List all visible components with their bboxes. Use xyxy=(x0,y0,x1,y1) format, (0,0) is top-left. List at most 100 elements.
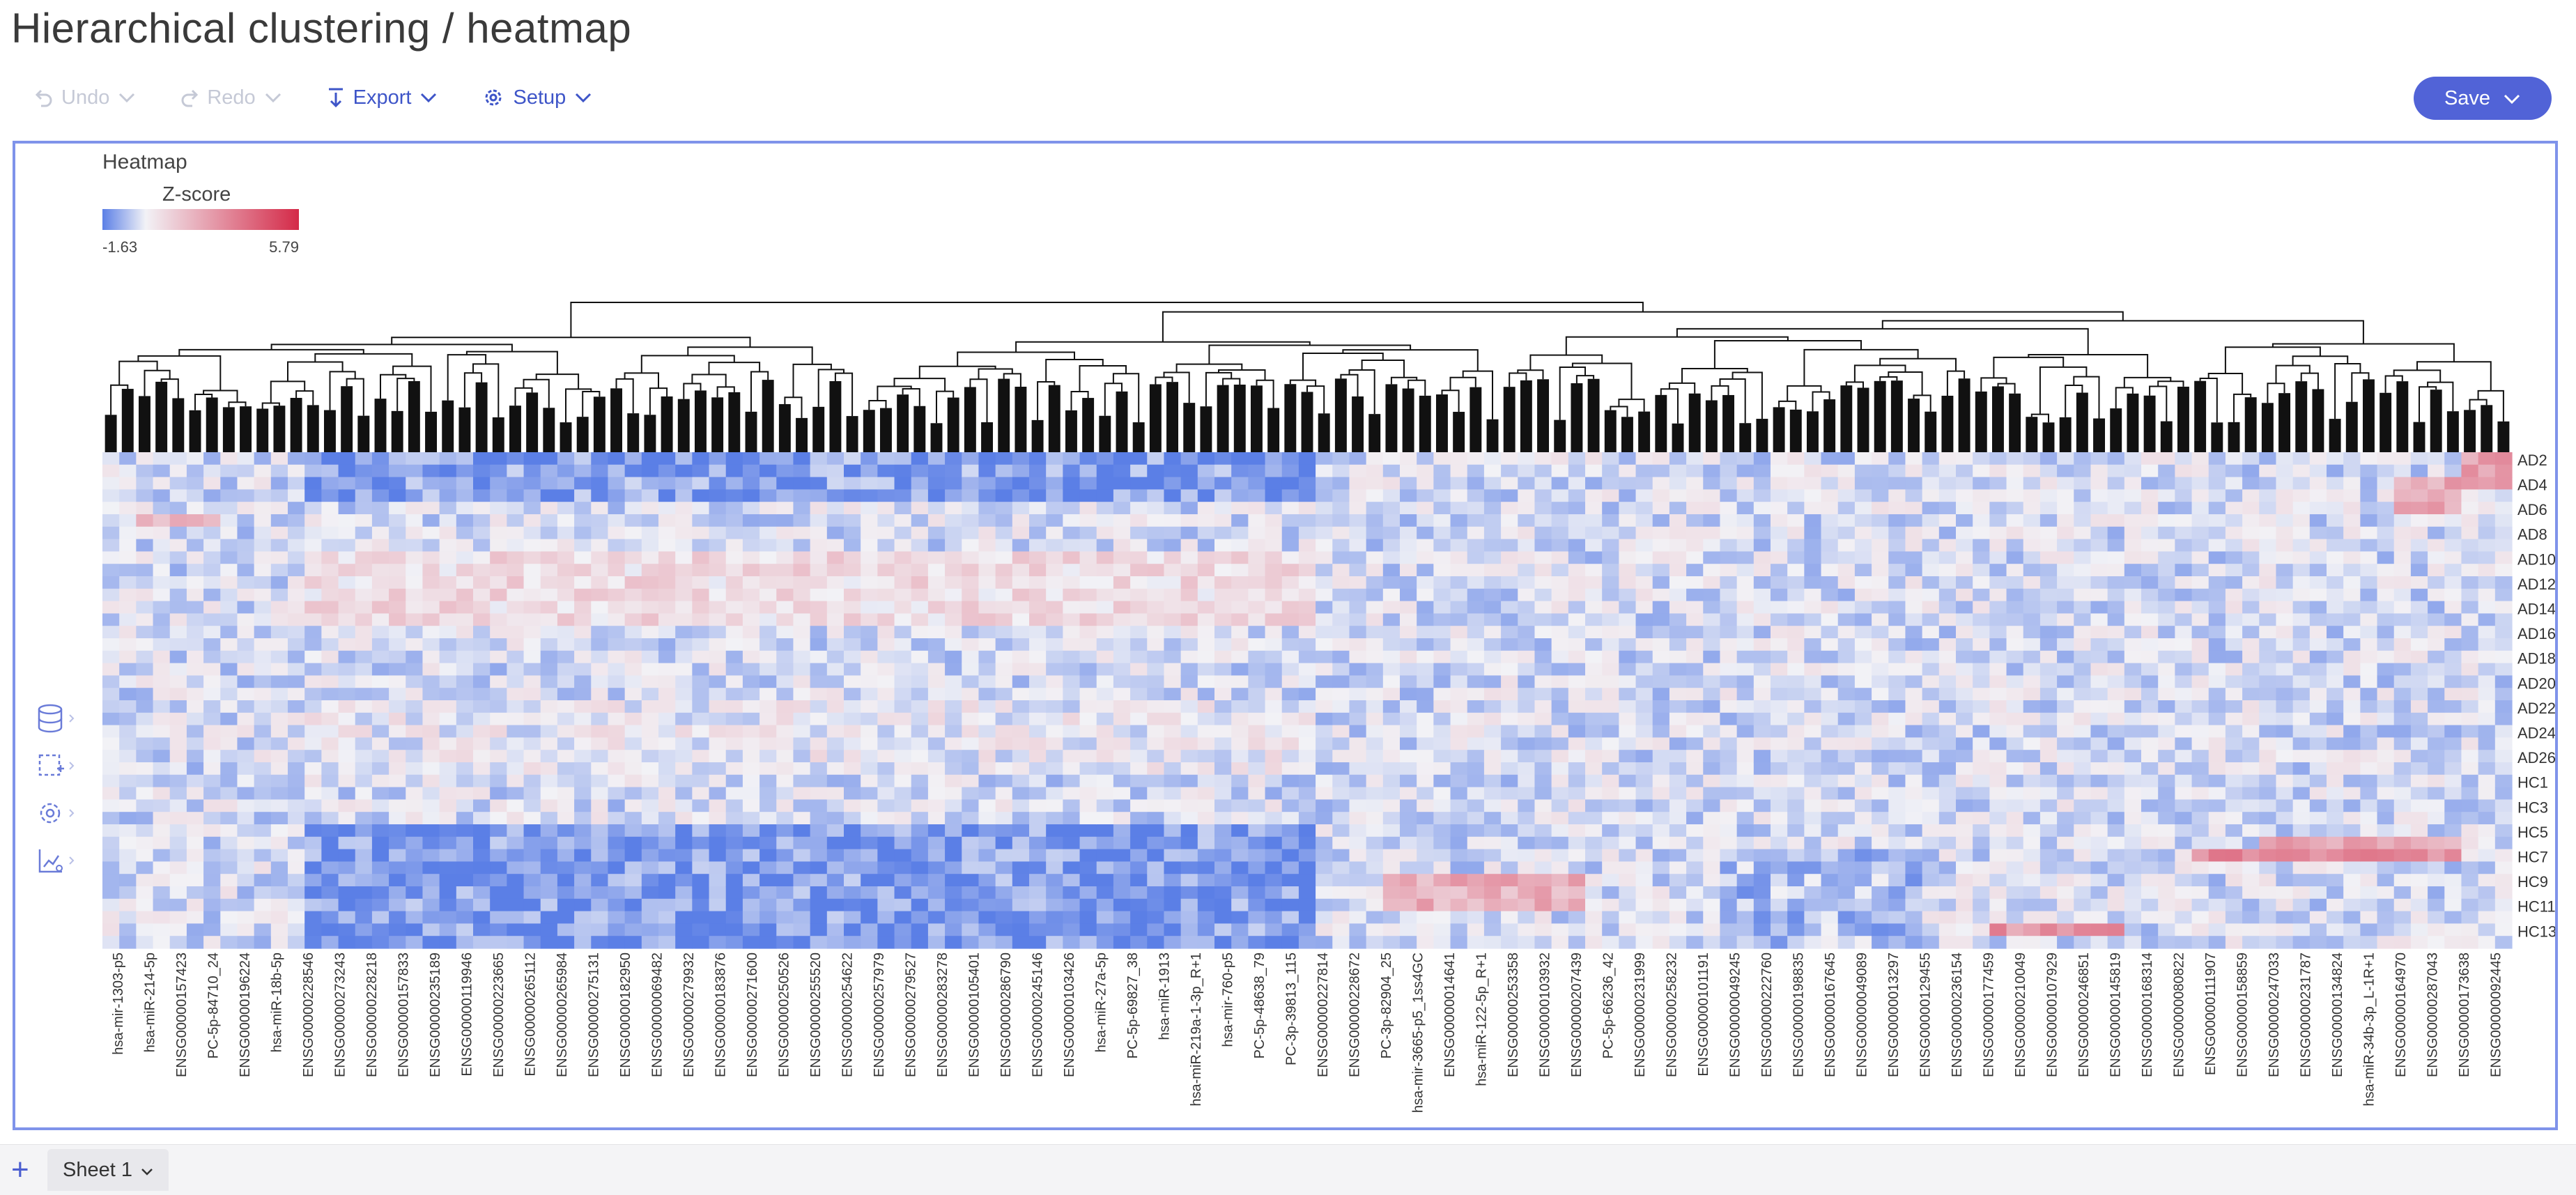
heatmap-cell[interactable] xyxy=(861,712,878,726)
heatmap-cell[interactable] xyxy=(338,539,356,552)
heatmap-cell[interactable] xyxy=(1248,638,1266,652)
heatmap-cell[interactable] xyxy=(945,787,962,800)
heatmap-cell[interactable] xyxy=(962,874,980,887)
heatmap-cell[interactable] xyxy=(406,638,424,652)
heatmap-cell[interactable] xyxy=(927,626,946,639)
heatmap-cell[interactable] xyxy=(861,774,878,788)
heatmap-cell[interactable] xyxy=(1450,539,1468,552)
heatmap-cell[interactable] xyxy=(861,464,878,478)
heatmap-cell[interactable] xyxy=(237,836,255,850)
heatmap-cell[interactable] xyxy=(371,936,390,949)
heatmap-cell[interactable] xyxy=(1821,626,1839,639)
heatmap-cell[interactable] xyxy=(1888,613,1906,626)
heatmap-cell[interactable] xyxy=(1180,849,1198,862)
heatmap-cell[interactable] xyxy=(1619,787,1637,800)
heatmap-cell[interactable] xyxy=(1989,936,2007,949)
heatmap-cell[interactable] xyxy=(1113,836,1131,850)
heatmap-cell[interactable] xyxy=(136,638,154,652)
heatmap-cell[interactable] xyxy=(844,675,861,688)
heatmap-cell[interactable] xyxy=(1652,539,1670,552)
heatmap-cell[interactable] xyxy=(877,688,895,701)
heatmap-cell[interactable] xyxy=(321,812,339,825)
heatmap-cell[interactable] xyxy=(169,526,187,540)
heatmap-cell[interactable] xyxy=(1619,626,1637,639)
heatmap-cell[interactable] xyxy=(995,539,1013,552)
heatmap-cell[interactable] xyxy=(793,799,811,812)
heatmap-cell[interactable] xyxy=(186,464,204,478)
heatmap-cell[interactable] xyxy=(338,601,356,614)
heatmap-cell[interactable] xyxy=(962,650,980,664)
heatmap-cell[interactable] xyxy=(1231,502,1249,515)
heatmap-cell[interactable] xyxy=(1922,750,1940,763)
heatmap-cell[interactable] xyxy=(1298,650,1316,664)
heatmap-cell[interactable] xyxy=(810,688,828,701)
heatmap-cell[interactable] xyxy=(288,836,305,850)
heatmap-cell[interactable] xyxy=(675,675,693,688)
heatmap-cell[interactable] xyxy=(406,477,424,490)
heatmap-cell[interactable] xyxy=(1349,812,1367,825)
heatmap-cell[interactable] xyxy=(473,688,491,701)
heatmap-cell[interactable] xyxy=(1450,799,1468,812)
heatmap-cell[interactable] xyxy=(1180,762,1198,776)
heatmap-cell[interactable] xyxy=(507,923,525,936)
heatmap-cell[interactable] xyxy=(1720,799,1738,812)
heatmap-cell[interactable] xyxy=(371,750,390,763)
heatmap-cell[interactable] xyxy=(1214,750,1232,763)
heatmap-cell[interactable] xyxy=(1753,861,1771,874)
heatmap-cell[interactable] xyxy=(995,601,1013,614)
heatmap-cell[interactable] xyxy=(1956,688,1973,701)
heatmap-cell[interactable] xyxy=(186,750,204,763)
heatmap-cell[interactable] xyxy=(692,799,710,812)
heatmap-cell[interactable] xyxy=(1147,874,1165,887)
heatmap-cell[interactable] xyxy=(203,750,221,763)
heatmap-cell[interactable] xyxy=(1096,601,1114,614)
heatmap-cell[interactable] xyxy=(911,613,929,626)
heatmap-cell[interactable] xyxy=(1316,477,1333,490)
heatmap-cell[interactable] xyxy=(1467,601,1485,614)
heatmap-cell[interactable] xyxy=(692,712,710,726)
heatmap-cell[interactable] xyxy=(1956,911,1973,924)
heatmap-cell[interactable] xyxy=(877,526,895,540)
heatmap-cell[interactable] xyxy=(2057,601,2074,614)
heatmap-cell[interactable] xyxy=(102,526,120,540)
heatmap-cell[interactable] xyxy=(927,936,946,949)
heatmap-cell[interactable] xyxy=(406,923,424,936)
heatmap-cell[interactable] xyxy=(624,861,642,874)
heatmap-cell[interactable] xyxy=(894,526,912,540)
heatmap-cell[interactable] xyxy=(338,762,356,776)
heatmap-cell[interactable] xyxy=(911,638,929,652)
heatmap-cell[interactable] xyxy=(1652,477,1670,490)
heatmap-cell[interactable] xyxy=(220,638,238,652)
heatmap-cell[interactable] xyxy=(1518,502,1536,515)
heatmap-cell[interactable] xyxy=(1012,502,1030,515)
heatmap-cell[interactable] xyxy=(270,725,288,738)
heatmap-cell[interactable] xyxy=(927,688,946,701)
heatmap-cell[interactable] xyxy=(2057,836,2074,850)
heatmap-cell[interactable] xyxy=(1821,638,1839,652)
heatmap-cell[interactable] xyxy=(1180,638,1198,652)
heatmap-cell[interactable] xyxy=(1012,886,1030,900)
heatmap-cell[interactable] xyxy=(1956,824,1973,838)
heatmap-cell[interactable] xyxy=(270,849,288,862)
heatmap-cell[interactable] xyxy=(978,762,996,776)
heatmap-cell[interactable] xyxy=(1771,849,1788,862)
heatmap-cell[interactable] xyxy=(1349,477,1367,490)
heatmap-cell[interactable] xyxy=(490,675,507,688)
heatmap-cell[interactable] xyxy=(1113,564,1131,577)
heatmap-cell[interactable] xyxy=(304,588,322,602)
heatmap-cell[interactable] xyxy=(861,836,878,850)
heatmap-cell[interactable] xyxy=(203,675,221,688)
heatmap-cell[interactable] xyxy=(1736,514,1754,527)
heatmap-cell[interactable] xyxy=(1736,874,1754,887)
heatmap-cell[interactable] xyxy=(1720,601,1738,614)
heatmap-cell[interactable] xyxy=(153,663,171,676)
heatmap-cell[interactable] xyxy=(186,675,204,688)
heatmap-cell[interactable] xyxy=(1635,774,1653,788)
heatmap-cell[interactable] xyxy=(861,700,878,714)
heatmap-cell[interactable] xyxy=(304,898,322,912)
heatmap-cell[interactable] xyxy=(540,452,558,465)
heatmap-cell[interactable] xyxy=(1619,675,1637,688)
heatmap-cell[interactable] xyxy=(237,588,255,602)
heatmap-cell[interactable] xyxy=(1602,650,1619,664)
heatmap-cell[interactable] xyxy=(1501,452,1518,465)
